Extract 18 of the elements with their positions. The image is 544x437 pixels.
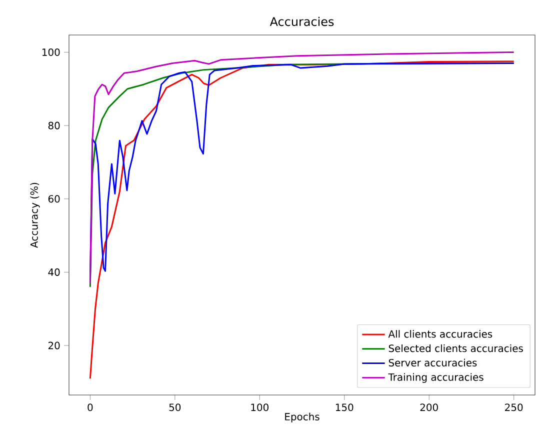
y-tick-label: 100 [42,48,60,56]
y-tick-label: 20 [48,342,60,350]
x-tick-label: 50 [169,404,181,412]
y-tick-label: 40 [48,268,60,276]
legend-label: Training accuracies [388,373,484,383]
legend-label: Server accuracies [388,358,477,366]
chart-title: Accuracies [270,16,334,26]
x-tick-label: 200 [420,404,438,412]
x-tick-label: 250 [505,404,523,412]
x-tick-label: 0 [88,404,93,412]
x-tick-label: 150 [336,404,354,412]
y-tick-label: 60 [48,195,60,203]
x-tick-label: 100 [251,404,268,412]
legend-label: All clients accuracies [388,330,492,338]
y-axis-title: Accuracy (%) [30,182,40,248]
y-tick-label: 80 [48,122,60,130]
x-axis-title: Epochs [285,412,320,422]
legend-label: Selected clients accuracies [388,344,523,352]
